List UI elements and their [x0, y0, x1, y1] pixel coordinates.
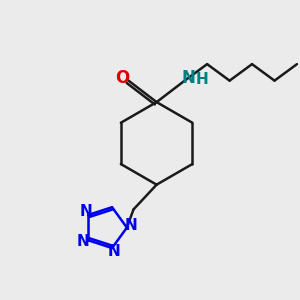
Text: N: N [182, 69, 196, 87]
Text: N: N [80, 203, 93, 218]
Text: H: H [196, 73, 208, 88]
Text: N: N [124, 218, 137, 233]
Text: O: O [116, 69, 130, 87]
Text: N: N [77, 234, 89, 249]
Text: N: N [107, 244, 120, 260]
